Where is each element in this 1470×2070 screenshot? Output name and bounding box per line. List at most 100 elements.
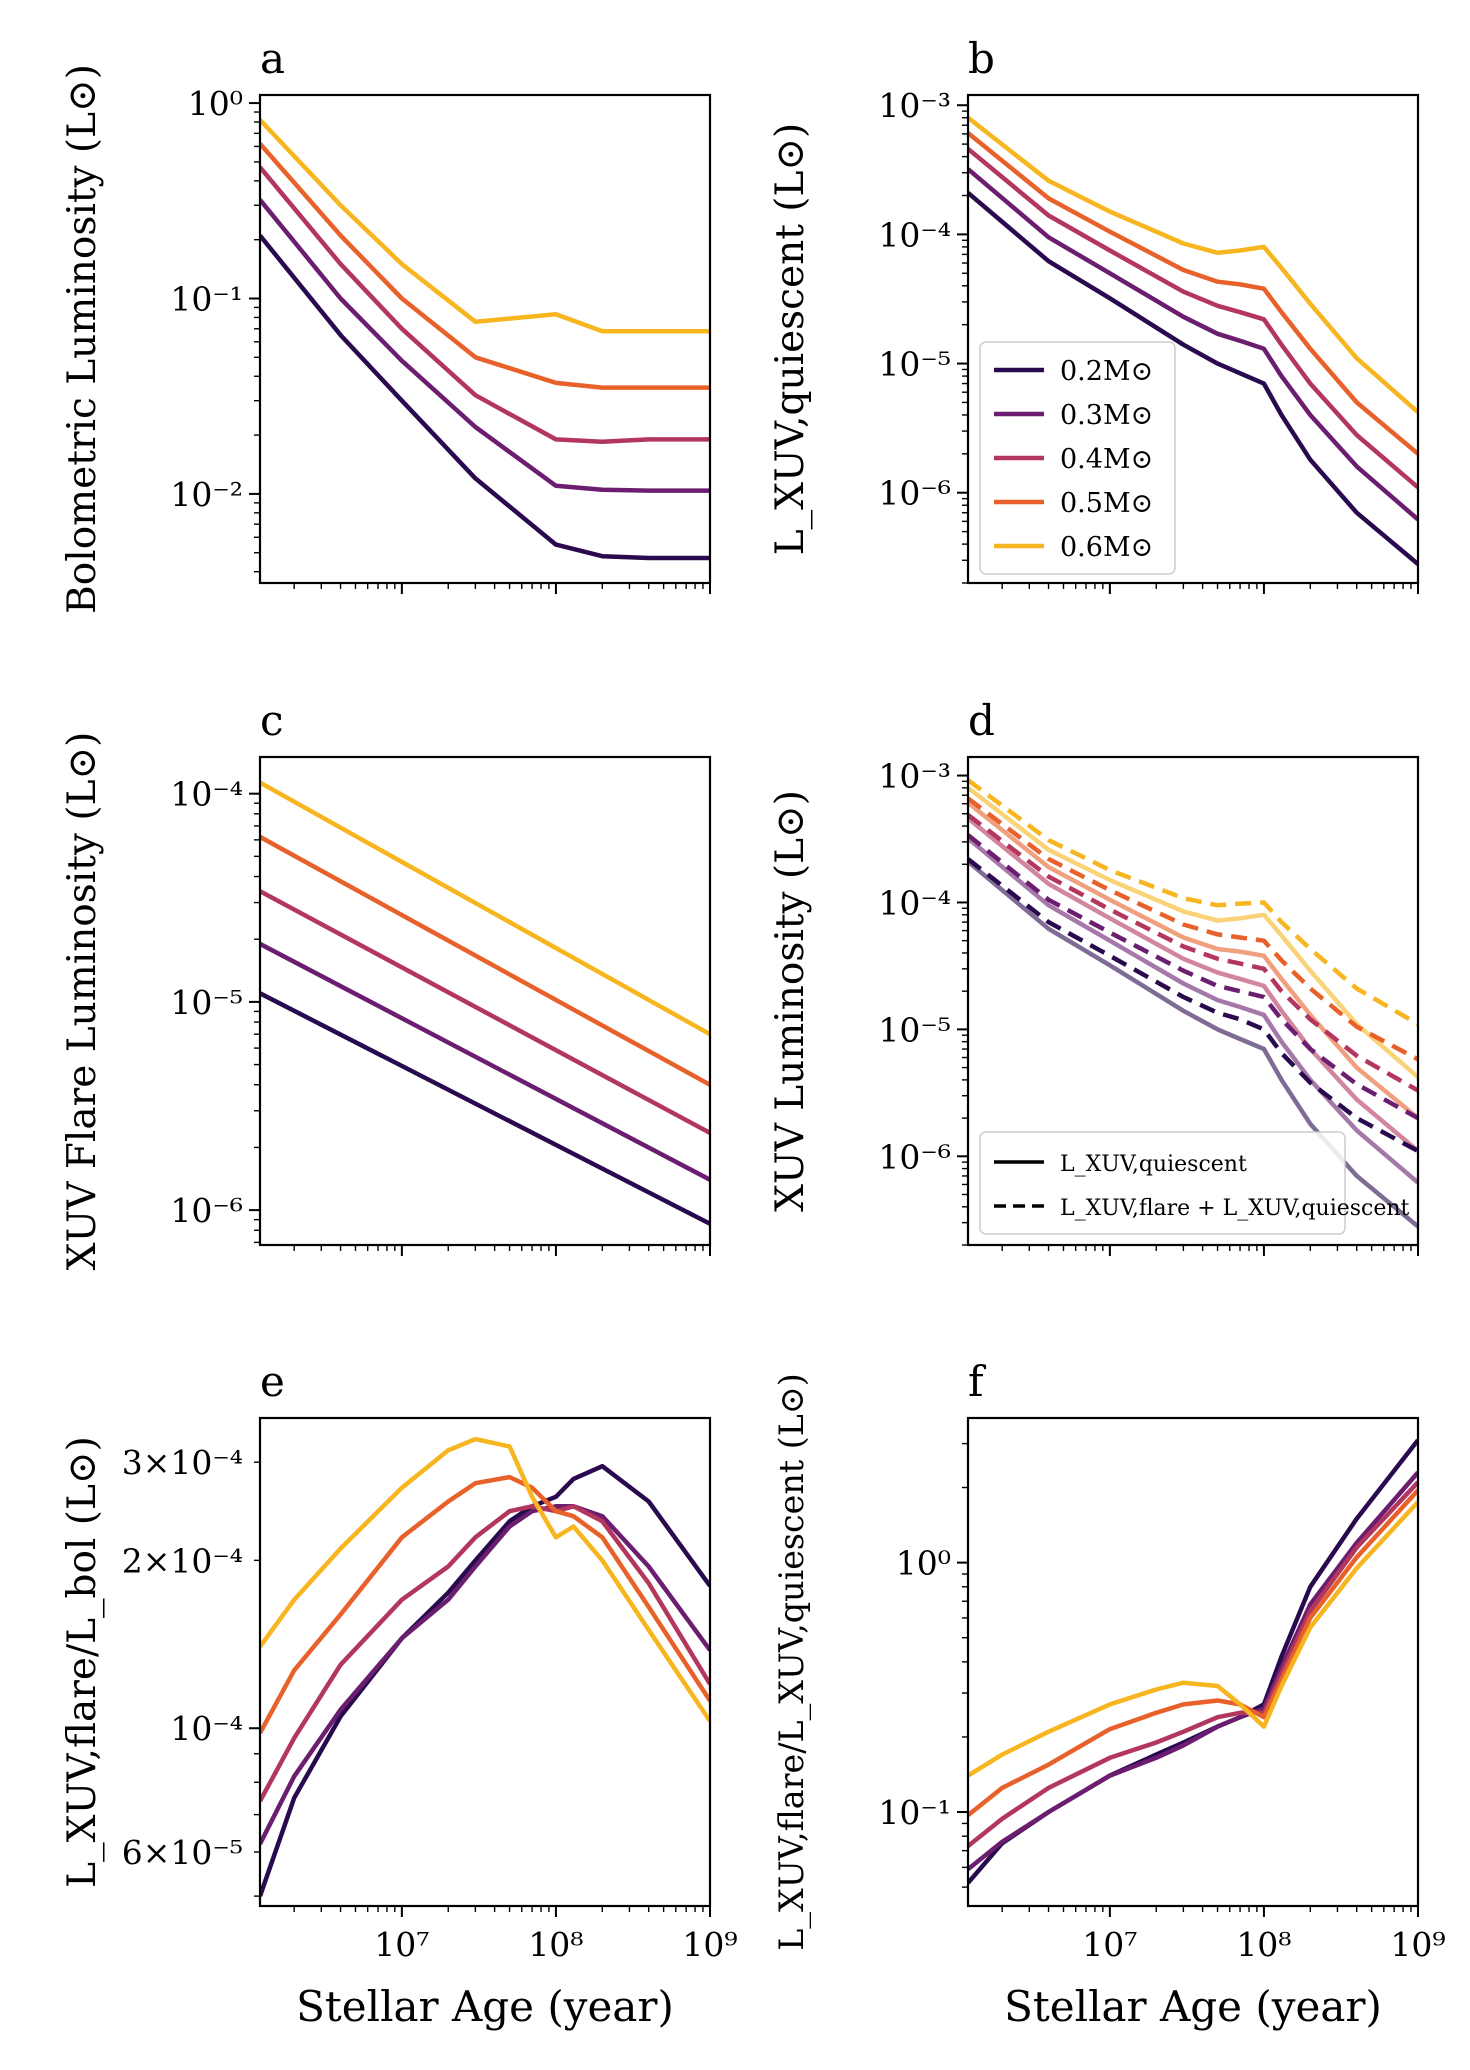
legend-label: 0.2M⊙ (1060, 356, 1153, 387)
y-tick-label: 10⁻⁵ (878, 345, 951, 384)
x-axis-label: Stellar Age (year) (296, 1982, 674, 2031)
y-tick-label: 10⁻³ (878, 86, 951, 125)
series-line-3 (968, 1488, 1418, 1818)
legend-label: L_XUV,quiescent (1060, 1152, 1247, 1177)
series-line-4 (260, 118, 710, 334)
plot-area (260, 118, 710, 561)
x-ticks (293, 583, 711, 594)
panel-c: c 10⁻⁶ 10⁻⁵ 10⁻⁴ XUV Flare Luminosity (L⊙) (60, 696, 712, 1270)
plot-frame (258, 93, 712, 585)
panel-label: c (260, 696, 284, 745)
panel-d: d 10⁻⁶ 10⁻⁵ 10⁻⁴ 10⁻³ XUV Luminosity (L⊙) L_XU… (768, 696, 1420, 1256)
total-line-4 (968, 778, 1418, 1027)
y-tick-label: 3×10⁻⁴ (122, 1443, 243, 1482)
legend: 0.2M⊙ 0.3M⊙ 0.4M⊙ 0.5M⊙ 0.6M⊙ (979, 341, 1176, 575)
series-line-0 (260, 991, 710, 1226)
series-line-3 (968, 131, 1418, 456)
y-tick-label: 10⁻¹ (878, 1793, 951, 1832)
panel-label: a (260, 34, 285, 83)
y-tick-label: 2×10⁻⁴ (122, 1541, 243, 1580)
y-ticks (249, 102, 260, 573)
y-tick-label: 10⁻¹ (170, 279, 243, 318)
panel-label: e (260, 1357, 285, 1406)
y-axis-label: Bolometric Luminosity (L⊙) (60, 64, 105, 614)
legend-box (979, 1131, 1346, 1235)
legend-box (979, 341, 1176, 575)
y-tick-label: 10⁻⁶ (878, 1137, 951, 1176)
series-line-4 (260, 780, 710, 1037)
x-axis-label: Stellar Age (year) (1004, 1982, 1382, 2031)
panel-label: f (968, 1357, 987, 1406)
y-ticks (957, 1442, 968, 1888)
plot-area (968, 1438, 1418, 1885)
y-tick-label: 10⁻⁴ (170, 775, 243, 814)
panel-label: d (968, 696, 995, 745)
x-ticks (1001, 583, 1419, 594)
y-ticks (249, 792, 260, 1244)
series-line-1 (968, 1470, 1418, 1871)
y-axis-label: L_XUV,quiescent (L⊙) (768, 123, 813, 556)
panel-b: b 10⁻⁶ 10⁻⁵ 10⁻⁴ 10⁻³ L_XUV,quiescent (L⊙) 0.2… (768, 34, 1420, 594)
quiescent-line-2 (968, 816, 1418, 1153)
y-ticks (957, 104, 968, 584)
x-ticks (1001, 1906, 1419, 1917)
total-line-0 (968, 857, 1418, 1153)
y-tick-label: 10⁰ (896, 1544, 951, 1583)
quiescent-line-4 (968, 786, 1418, 1079)
y-axis-label: L_XUV,flare/L_XUV,quiescent (L⊙) (772, 1373, 812, 1951)
series-line-1 (260, 941, 710, 1182)
x-ticks (293, 1906, 711, 1917)
y-tick-label: 10⁻⁴ (878, 215, 951, 254)
legend-label: L_XUV,flare + L_XUV,quiescent (1060, 1196, 1410, 1221)
series-line-2 (968, 1480, 1418, 1848)
x-ticks (1001, 1245, 1419, 1256)
legend-label: 0.3M⊙ (1060, 400, 1153, 431)
plot-frame (258, 755, 712, 1247)
series-line-2 (260, 889, 710, 1135)
series-line-2 (260, 1504, 710, 1803)
plot-frame (966, 93, 1420, 585)
y-tick-label: 10⁰ (188, 84, 243, 123)
series-line-0 (260, 1463, 710, 1897)
plot-frame (966, 1416, 1420, 1908)
y-ticks (249, 1461, 260, 1897)
series-line-4 (968, 115, 1418, 414)
series-line-2 (968, 147, 1418, 490)
y-tick-label: 10⁻⁶ (170, 1191, 243, 1230)
series-line-0 (260, 234, 710, 561)
series-line-0 (968, 191, 1418, 566)
series-line-3 (260, 1474, 710, 1735)
series-line-1 (968, 167, 1418, 522)
series-line-1 (260, 198, 710, 493)
panel-e: e 6×10⁻⁵ 10⁻⁴ 2×10⁻⁴ 3×10⁻⁴ 10⁷ 10⁸ 10⁹Stellar … (60, 1357, 738, 2031)
plot-area (968, 115, 1418, 566)
x-tick-label: 10⁸ (1236, 1925, 1291, 1964)
plot-area (260, 780, 710, 1226)
series-line-3 (260, 142, 710, 390)
total-line-3 (968, 796, 1418, 1062)
plot-frame (258, 1416, 712, 1908)
y-tick-label: 10⁻³ (878, 757, 951, 796)
x-tick-label: 10⁷ (374, 1925, 429, 1964)
series-line-0 (968, 1438, 1418, 1885)
series-line-4 (968, 1500, 1418, 1778)
y-tick-label: 10⁻⁵ (878, 1010, 951, 1049)
x-tick-label: 10⁷ (1082, 1925, 1137, 1964)
panel-a: a 10⁻² 10⁻¹ 10⁰ Bolometric Luminosity (L⊙) (60, 34, 712, 614)
legend-label: 0.6M⊙ (1060, 532, 1153, 563)
y-tick-label: 10⁻⁴ (170, 1709, 243, 1748)
x-tick-label: 10⁹ (1390, 1925, 1445, 1964)
plot-area (260, 1436, 710, 1897)
x-ticks (293, 1245, 711, 1256)
x-tick-label: 10⁸ (528, 1925, 583, 1964)
y-ticks (957, 774, 968, 1246)
y-tick-label: 6×10⁻⁵ (122, 1833, 243, 1872)
y-tick-label: 10⁻⁵ (170, 983, 243, 1022)
series-line-4 (260, 1436, 710, 1723)
series-line-2 (260, 165, 710, 444)
series-line-1 (260, 1504, 710, 1846)
legend-label: 0.4M⊙ (1060, 444, 1153, 475)
y-tick-label: 10⁻² (170, 475, 243, 514)
